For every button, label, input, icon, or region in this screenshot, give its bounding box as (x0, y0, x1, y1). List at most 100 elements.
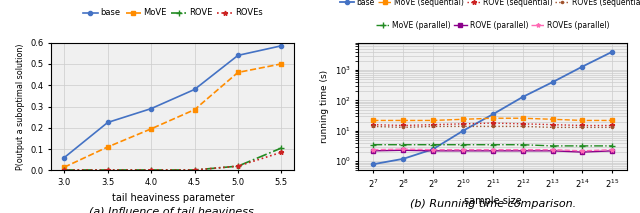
base (399, 158, 407, 160)
ROVE (parallel) (399, 149, 407, 151)
ROVE (sequential) (399, 124, 407, 127)
MoVE (sequential) (609, 119, 616, 122)
Line: ROVE (parallel): ROVE (parallel) (372, 148, 614, 154)
MoVE (234, 71, 242, 74)
MoVE (parallel) (429, 143, 437, 146)
ROVEs (parallel) (399, 148, 407, 150)
Line: base: base (62, 44, 284, 160)
MoVE (parallel) (579, 145, 586, 147)
MoVE (sequential) (519, 117, 527, 119)
X-axis label: tail heaviness parameter: tail heaviness parameter (111, 193, 234, 203)
Line: ROVEs (parallel): ROVEs (parallel) (371, 147, 614, 153)
base (429, 148, 437, 150)
MoVE (191, 108, 198, 111)
MoVE (sequential) (459, 118, 467, 121)
Line: ROVEs: ROVEs (62, 150, 284, 172)
Legend: base, MoVE, ROVE, ROVEs: base, MoVE, ROVE, ROVEs (83, 9, 262, 17)
Line: ROVE (sequential): ROVE (sequential) (371, 121, 614, 128)
ROVEs (parallel) (489, 148, 497, 151)
ROVE (parallel) (579, 151, 586, 153)
ROVEs (parallel) (429, 148, 437, 151)
ROVEs (sequential) (429, 125, 437, 128)
Y-axis label: running time (s): running time (s) (320, 70, 329, 143)
ROVEs (147, 169, 155, 171)
ROVE (278, 147, 285, 149)
MoVE (sequential) (489, 117, 497, 119)
base (369, 163, 377, 166)
Line: ROVEs (sequential): ROVEs (sequential) (371, 124, 614, 130)
ROVE (147, 169, 155, 171)
ROVEs (parallel) (519, 148, 527, 151)
ROVE (104, 169, 111, 171)
Legend: MoVE (parallel), ROVE (parallel), ROVEs (parallel): MoVE (parallel), ROVE (parallel), ROVEs … (376, 21, 610, 30)
base (609, 50, 616, 53)
ROVE (parallel) (609, 150, 616, 152)
MoVE (278, 63, 285, 65)
ROVE (sequential) (459, 122, 467, 125)
ROVE (sequential) (519, 122, 527, 125)
MoVE (parallel) (519, 143, 527, 146)
base (548, 81, 556, 83)
ROVEs (parallel) (369, 148, 377, 151)
base (459, 130, 467, 132)
MoVE (parallel) (489, 143, 497, 146)
Line: MoVE: MoVE (62, 62, 284, 169)
ROVEs (sequential) (609, 126, 616, 129)
ROVEs (sequential) (459, 125, 467, 128)
ROVE (60, 169, 68, 171)
ROVEs (parallel) (579, 150, 586, 152)
ROVEs (104, 169, 111, 171)
ROVEs (parallel) (459, 148, 467, 151)
MoVE (parallel) (609, 145, 616, 147)
MoVE (parallel) (459, 143, 467, 146)
ROVE (parallel) (519, 150, 527, 152)
base (234, 54, 242, 57)
MoVE (104, 146, 111, 148)
ROVE (parallel) (459, 150, 467, 152)
MoVE (parallel) (548, 145, 556, 147)
ROVEs (234, 165, 242, 167)
ROVE (parallel) (369, 150, 377, 152)
base (489, 113, 497, 116)
ROVEs (sequential) (369, 125, 377, 128)
Y-axis label: P(output a suboptimal solution): P(output a suboptimal solution) (16, 43, 25, 170)
ROVEs (sequential) (399, 126, 407, 129)
ROVE (191, 169, 198, 171)
Line: MoVE (sequential): MoVE (sequential) (371, 116, 614, 122)
base (579, 65, 586, 68)
MoVE (sequential) (429, 119, 437, 122)
MoVE (147, 128, 155, 130)
ROVEs (191, 169, 198, 171)
MoVE (sequential) (399, 119, 407, 122)
ROVEs (sequential) (548, 126, 556, 129)
ROVE (sequential) (489, 122, 497, 124)
ROVEs (sequential) (489, 125, 497, 128)
base (60, 156, 68, 159)
base (147, 107, 155, 110)
ROVE (parallel) (429, 150, 437, 152)
ROVE (parallel) (489, 150, 497, 152)
ROVE (sequential) (609, 124, 616, 127)
MoVE (parallel) (369, 143, 377, 146)
MoVE (parallel) (399, 143, 407, 146)
MoVE (sequential) (579, 119, 586, 122)
ROVE (sequential) (429, 123, 437, 126)
ROVE (sequential) (548, 123, 556, 126)
ROVEs (parallel) (609, 148, 616, 151)
Text: (b) Running time comparison.: (b) Running time comparison. (410, 199, 576, 209)
base (191, 88, 198, 91)
Text: (a) Influence of tail heaviness.: (a) Influence of tail heaviness. (89, 206, 257, 213)
ROVE (parallel) (548, 150, 556, 152)
base (519, 96, 527, 98)
MoVE (sequential) (369, 119, 377, 122)
ROVE (sequential) (579, 124, 586, 127)
base (278, 45, 285, 47)
ROVEs (60, 169, 68, 171)
base (104, 121, 111, 124)
ROVEs (sequential) (579, 126, 586, 129)
ROVEs (parallel) (548, 148, 556, 151)
ROVEs (278, 151, 285, 154)
X-axis label: sample size: sample size (464, 196, 522, 206)
ROVE (sequential) (369, 123, 377, 126)
Line: base: base (371, 50, 614, 166)
